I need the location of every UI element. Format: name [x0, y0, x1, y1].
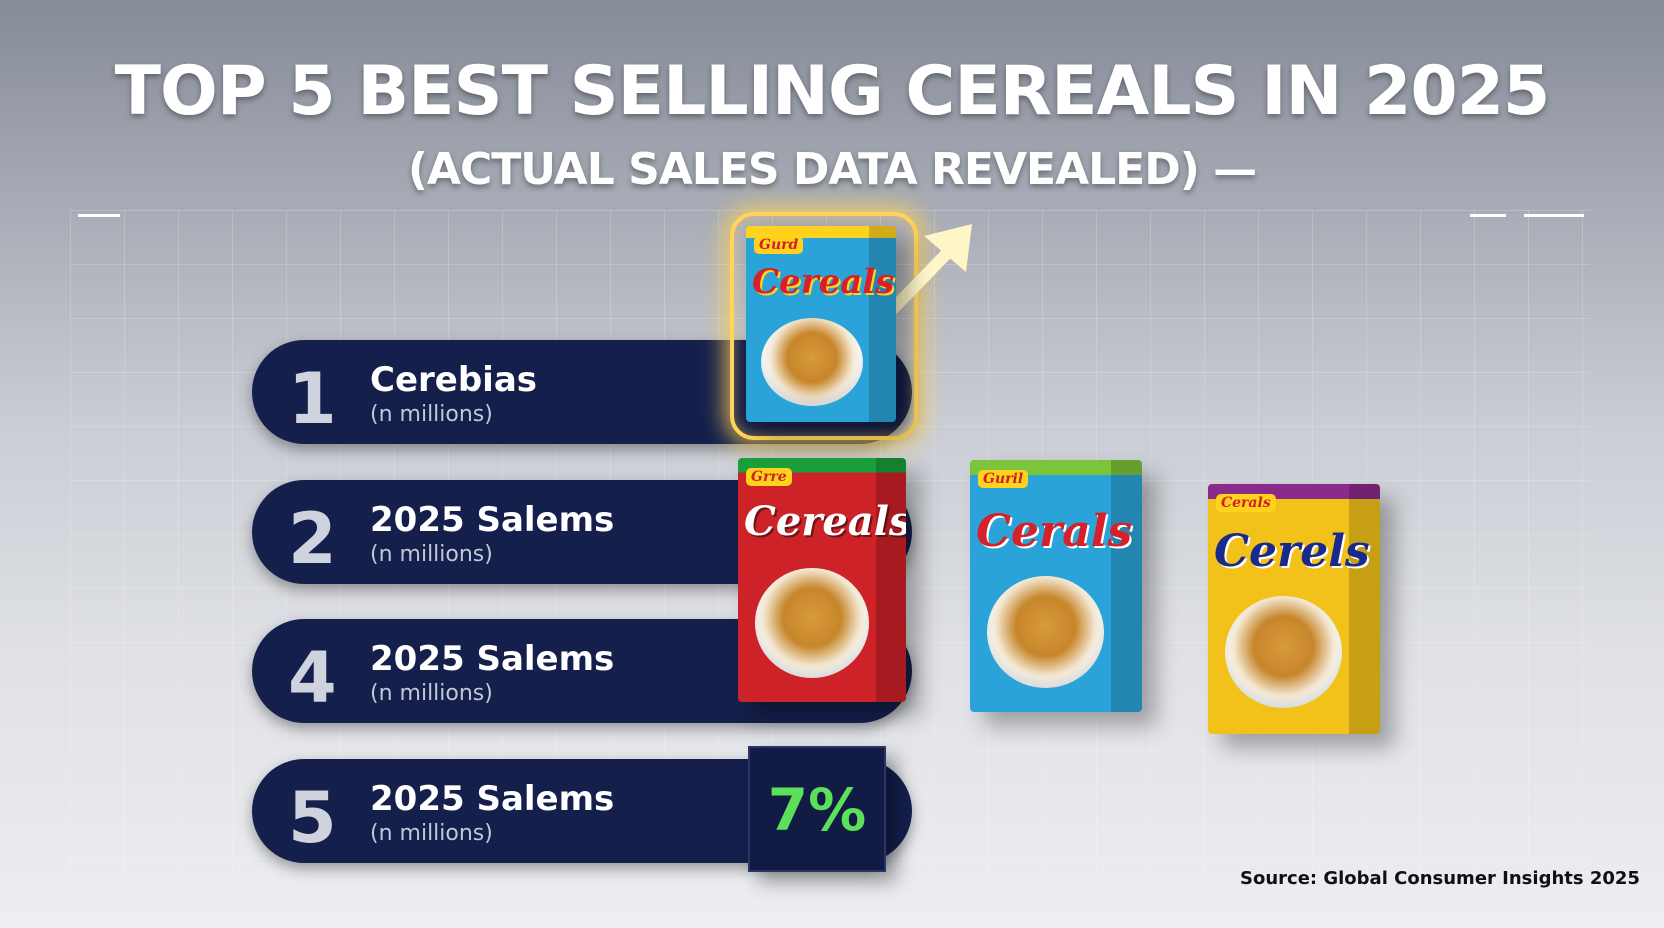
rank-sub: (n millions) — [370, 681, 493, 706]
page-title: TOP 5 BEST SELLING CEREALS IN 2025 — [114, 52, 1551, 131]
rank-name: 2025 Salems — [370, 639, 615, 679]
rank-sub: (n millions) — [370, 542, 493, 567]
box-logo: Cerals — [976, 506, 1133, 557]
rank-number: 5 — [288, 777, 337, 859]
cereal-box-3: Guril Cerals — [970, 460, 1142, 712]
rank-name: Cerebias — [370, 360, 538, 400]
up-arrow-icon — [886, 224, 972, 316]
cereal-bowl-image — [761, 318, 863, 406]
box-logo: Cereals — [752, 262, 895, 302]
box-brand: Gurd — [754, 236, 804, 254]
percent-value: 7% — [767, 776, 867, 844]
decorative-line-left — [78, 214, 120, 217]
rank-number: 4 — [288, 637, 337, 719]
decorative-line-right-2 — [1524, 214, 1584, 217]
cereal-box-1: Gurd Cereals — [746, 226, 896, 422]
page-subtitle: (ACTUAL SALES DATA REVEALED) — — [407, 144, 1257, 195]
rank-number: 1 — [288, 358, 337, 440]
rank-sub: (n millions) — [370, 821, 493, 846]
rank-name: 2025 Salems — [370, 779, 615, 819]
rank-number: 2 — [288, 498, 337, 580]
rank-name: 2025 Salems — [370, 500, 615, 540]
box-logo: Cereals — [744, 498, 906, 545]
cereal-bowl-image — [1225, 596, 1343, 708]
box-brand: Cerals — [1216, 494, 1276, 512]
decorative-line-right-1 — [1470, 214, 1506, 217]
box-brand: Grre — [746, 468, 792, 486]
rank-sub: (n millions) — [370, 402, 493, 427]
cereal-box-4: Cerals Cerels — [1208, 484, 1380, 734]
box-brand: Guril — [978, 470, 1029, 488]
box-logo: Cerels — [1214, 526, 1370, 577]
cereal-bowl-image — [754, 568, 870, 678]
highlight-glow-frame — [730, 212, 918, 440]
percent-badge: 7% — [748, 746, 886, 872]
source-note: Source: Global Consumer Insights 2025 — [1240, 868, 1640, 889]
cereal-box-2: Grre Cereals — [738, 458, 906, 702]
cereal-bowl-image — [987, 576, 1105, 688]
